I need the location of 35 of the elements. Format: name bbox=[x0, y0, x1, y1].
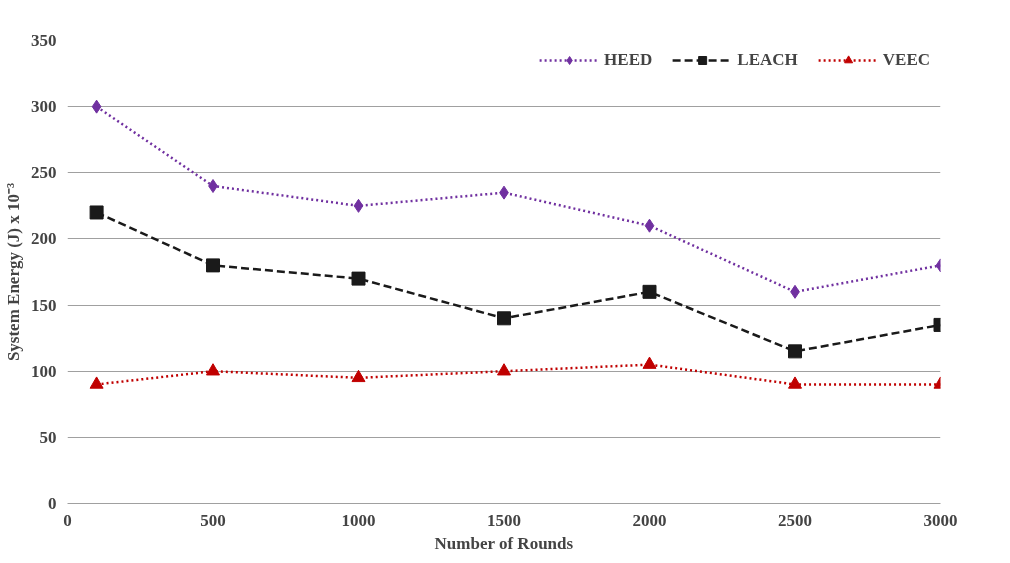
point bbox=[642, 284, 657, 299]
point bbox=[206, 258, 220, 273]
x-tick-label: 0 bbox=[63, 510, 72, 530]
y-axis-title: System Energy (J) x 10⁻³ bbox=[4, 182, 23, 362]
x-tick-label: 500 bbox=[200, 510, 226, 530]
point bbox=[497, 363, 511, 376]
legend-label: LEACH bbox=[737, 50, 798, 70]
x-tick-label: 1500 bbox=[487, 510, 521, 530]
point bbox=[788, 344, 802, 359]
point bbox=[788, 376, 802, 389]
point bbox=[353, 198, 364, 213]
point bbox=[89, 205, 104, 220]
point bbox=[89, 376, 104, 389]
point bbox=[642, 356, 657, 369]
legend-label: HEED bbox=[604, 50, 653, 70]
x-tick-label: 2500 bbox=[778, 510, 812, 530]
point bbox=[206, 363, 220, 376]
point bbox=[351, 271, 366, 286]
y-tick-label: 200 bbox=[31, 229, 57, 249]
x-axis-title: Number of Rounds bbox=[434, 533, 574, 553]
y-tick-label: 150 bbox=[31, 295, 57, 315]
point bbox=[351, 369, 366, 383]
y-tick-label: 350 bbox=[31, 31, 57, 50]
point bbox=[91, 99, 102, 114]
x-tick-label: 3000 bbox=[923, 510, 958, 530]
y-tick-label: 100 bbox=[31, 361, 57, 381]
y-tick-label: 50 bbox=[39, 427, 57, 447]
point bbox=[644, 218, 655, 233]
y-tick-label: 0 bbox=[48, 494, 57, 513]
point bbox=[497, 311, 511, 326]
y-tick-label: 300 bbox=[31, 97, 57, 117]
x-tick-label: 1000 bbox=[341, 510, 376, 530]
legend-label: VEEC bbox=[882, 50, 930, 70]
y-tick-label: 250 bbox=[31, 163, 57, 183]
x-tick-label: 2000 bbox=[632, 510, 667, 530]
